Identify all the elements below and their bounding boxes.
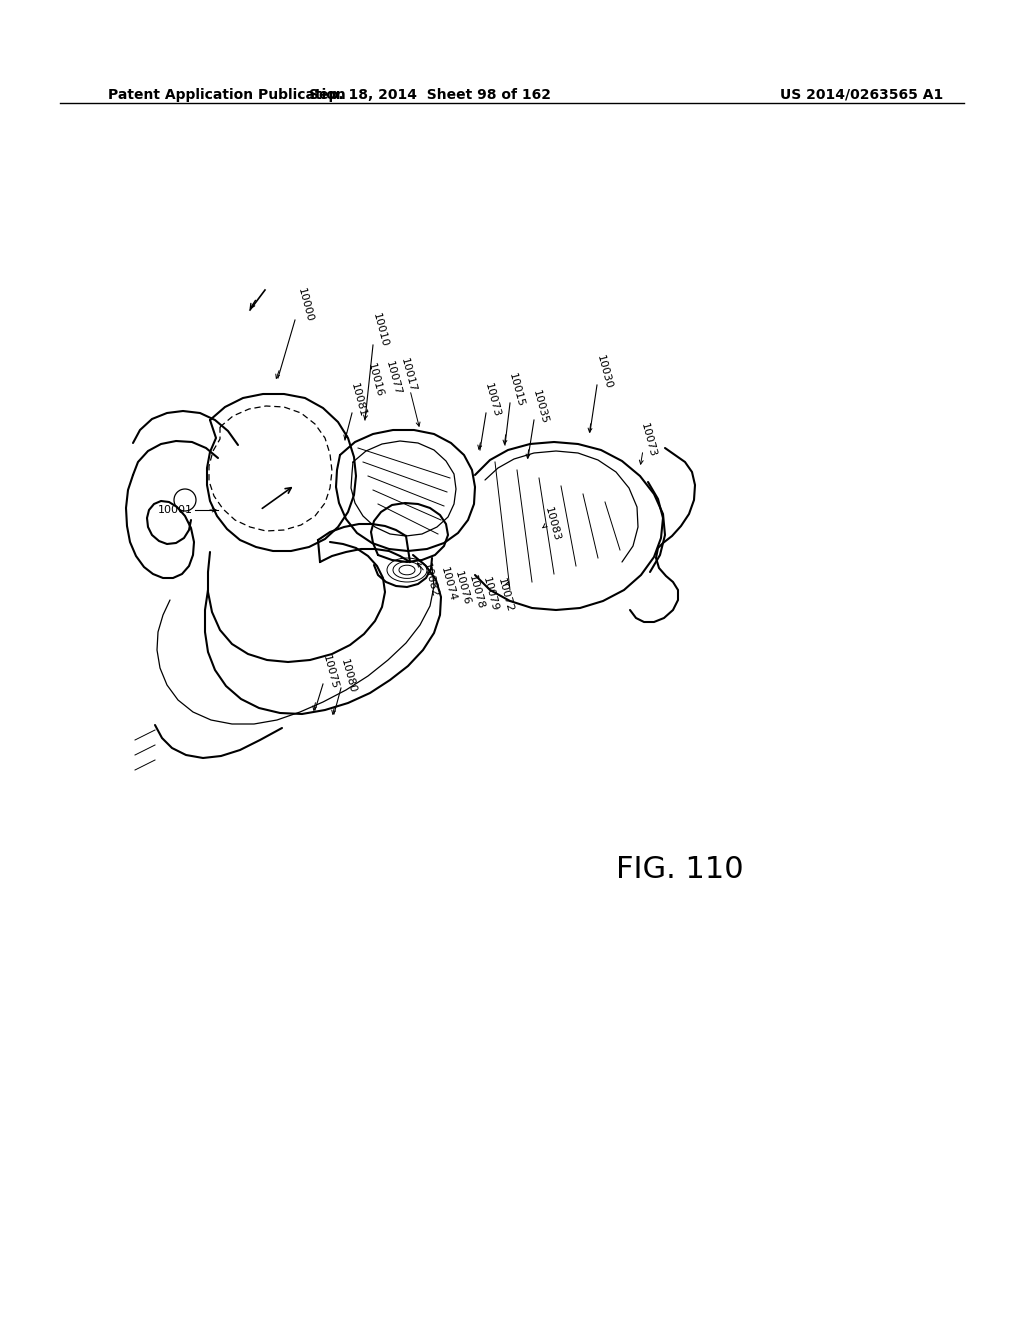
- Text: FIG. 110: FIG. 110: [616, 855, 743, 884]
- Text: 10076: 10076: [453, 570, 471, 606]
- Text: 10077: 10077: [384, 359, 402, 396]
- Text: 10010: 10010: [371, 312, 389, 348]
- Text: Sep. 18, 2014  Sheet 98 of 162: Sep. 18, 2014 Sheet 98 of 162: [309, 88, 551, 102]
- Text: 10035: 10035: [530, 389, 549, 425]
- Text: 10078: 10078: [467, 574, 485, 610]
- Text: 10080: 10080: [339, 657, 357, 694]
- Text: 10030: 10030: [595, 354, 613, 391]
- Text: US 2014/0263565 A1: US 2014/0263565 A1: [780, 88, 943, 102]
- Text: 10082: 10082: [421, 562, 439, 598]
- Text: 10083: 10083: [543, 506, 561, 543]
- Text: 10001: 10001: [158, 506, 193, 515]
- Text: 10081: 10081: [348, 381, 368, 418]
- Text: 10074: 10074: [438, 566, 458, 602]
- Text: Patent Application Publication: Patent Application Publication: [108, 88, 346, 102]
- Text: 10000: 10000: [296, 286, 314, 323]
- Text: 10073: 10073: [639, 422, 657, 458]
- Text: 10016: 10016: [366, 362, 384, 399]
- Text: 10017: 10017: [398, 356, 418, 393]
- Text: 10079: 10079: [480, 576, 500, 612]
- Text: 10073: 10073: [482, 381, 502, 418]
- Text: 10075: 10075: [321, 653, 339, 690]
- Text: 10072: 10072: [496, 577, 514, 614]
- Text: 10015: 10015: [507, 372, 525, 408]
